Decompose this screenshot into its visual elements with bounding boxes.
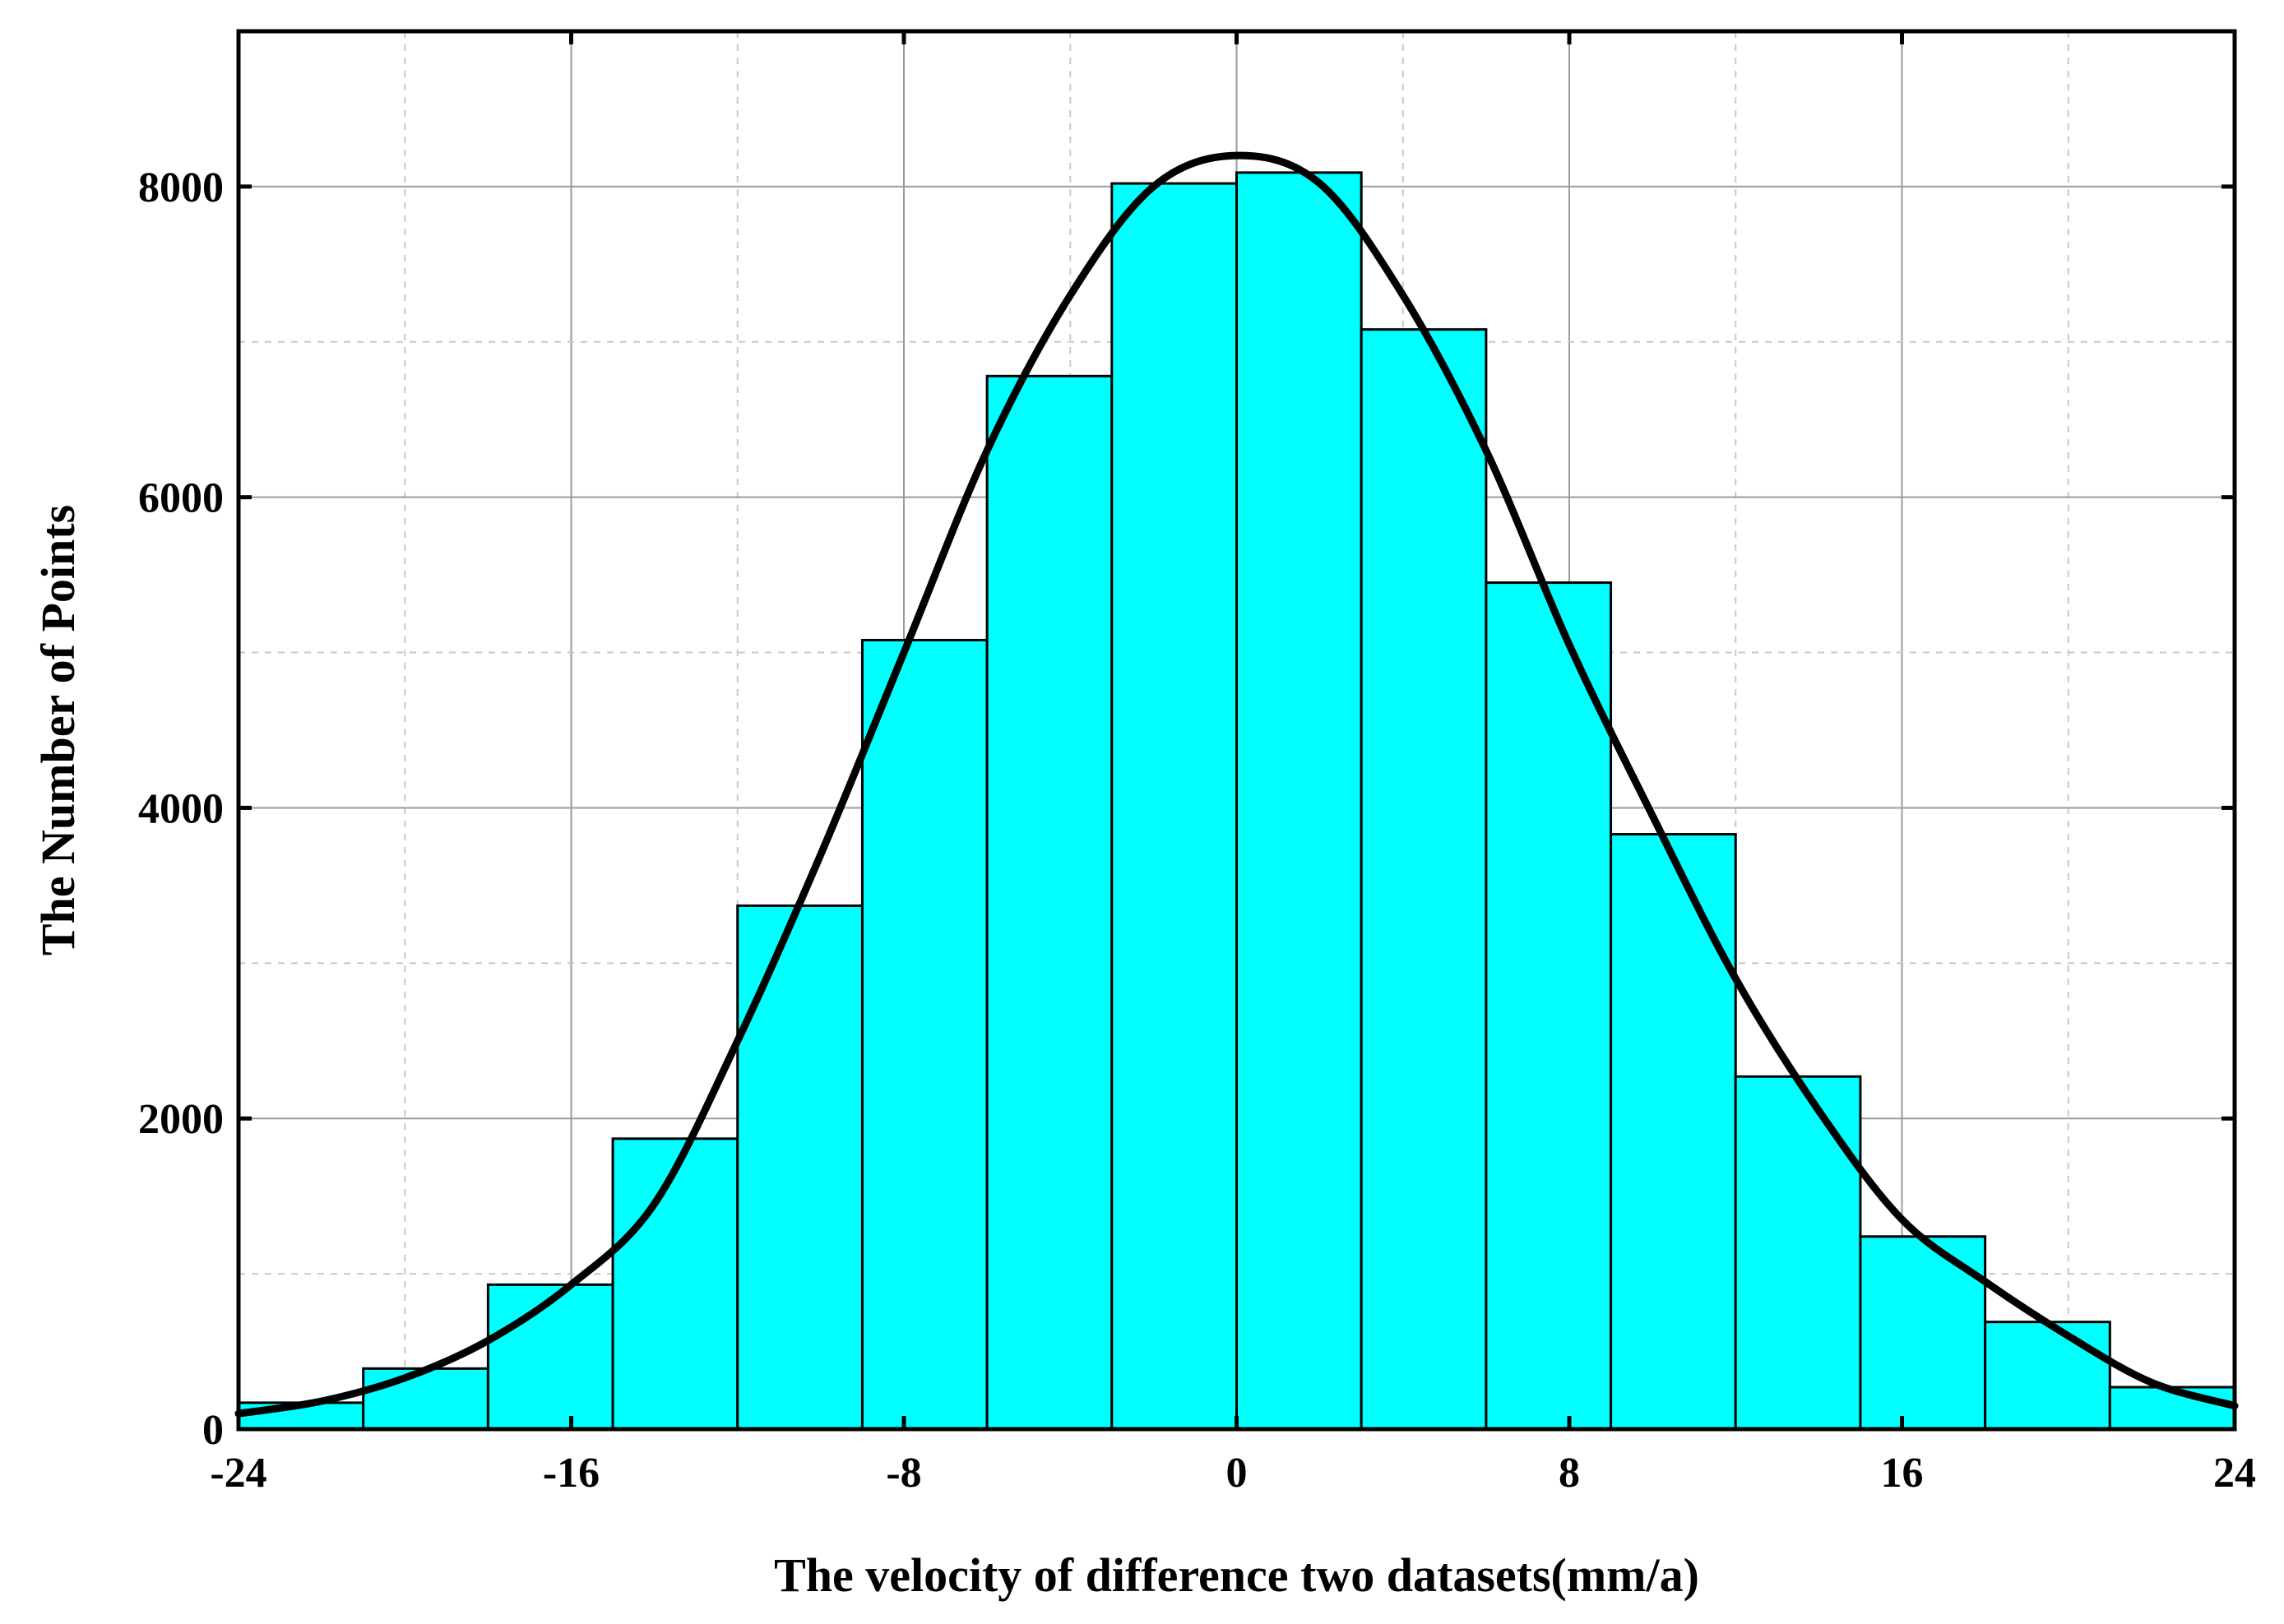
histogram-bar bbox=[1235, 171, 1363, 1431]
histogram-bars bbox=[237, 171, 2236, 1431]
fit-curve-line bbox=[234, 151, 2239, 1418]
y-tick-labels: 0 2000 4000 6000 8000 bbox=[138, 164, 224, 1454]
y-tick-label: 2000 bbox=[138, 1096, 224, 1143]
histogram-bar bbox=[1110, 182, 1238, 1431]
histogram-bar bbox=[1485, 581, 1613, 1431]
histogram-bar bbox=[2108, 1386, 2236, 1431]
y-tick-label: 8000 bbox=[138, 164, 224, 211]
x-tick-label: 16 bbox=[1881, 1450, 1924, 1497]
histogram-bar bbox=[486, 1283, 614, 1431]
histogram-bar bbox=[860, 638, 989, 1431]
y-tick-label: 4000 bbox=[138, 785, 224, 832]
histogram-bar bbox=[1610, 833, 1737, 1431]
histogram-bar bbox=[611, 1137, 739, 1431]
y-axis-title: The Number of Points bbox=[31, 505, 85, 955]
x-tick-label: 24 bbox=[2213, 1450, 2256, 1497]
histogram-bar bbox=[1734, 1075, 1862, 1431]
histogram-bar bbox=[362, 1367, 489, 1431]
histogram-bar bbox=[985, 374, 1114, 1431]
x-tick-label: 0 bbox=[1226, 1450, 1248, 1497]
x-tick-label: -24 bbox=[210, 1450, 266, 1497]
x-tick-label: -16 bbox=[543, 1450, 600, 1497]
histogram-bar bbox=[736, 904, 864, 1431]
x-tick-labels: -24 -16 -8 0 8 16 24 bbox=[210, 1450, 2256, 1497]
histogram-bar bbox=[1360, 328, 1488, 1431]
histogram-bar bbox=[1984, 1321, 2111, 1431]
x-tick-label: 8 bbox=[1559, 1450, 1580, 1497]
x-tick-label: -8 bbox=[886, 1450, 921, 1497]
y-tick-label: 6000 bbox=[138, 475, 224, 522]
axis-ticks bbox=[236, 31, 2237, 1432]
x-axis-title: The velocity of difference two datasets(… bbox=[774, 1548, 1699, 1602]
y-tick-label: 0 bbox=[202, 1407, 224, 1454]
